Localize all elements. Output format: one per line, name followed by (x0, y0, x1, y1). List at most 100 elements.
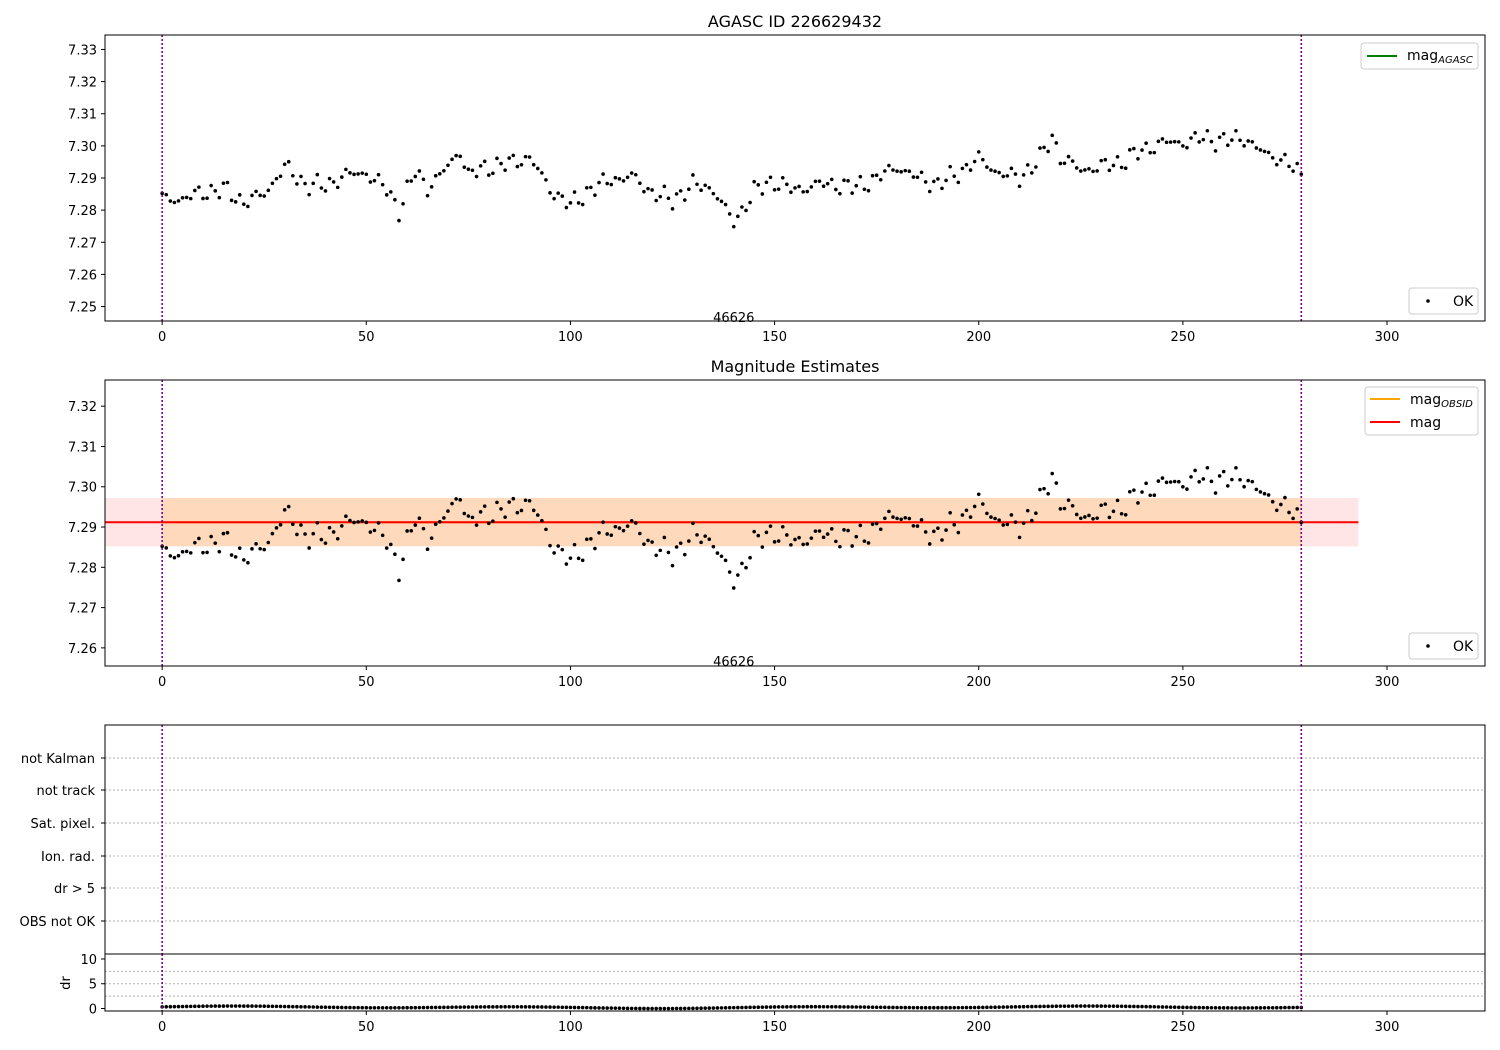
data-point (168, 199, 173, 203)
data-point (1201, 137, 1206, 142)
data-point (331, 180, 336, 184)
data-point (254, 542, 258, 546)
data-point (1242, 484, 1246, 489)
data-point (1025, 508, 1030, 513)
data-point (1074, 1004, 1079, 1008)
data-point (903, 1005, 908, 1010)
data-point (829, 527, 834, 531)
data-point (1299, 520, 1304, 525)
legend-label-ok-2: OK (1453, 639, 1474, 655)
data-point (291, 173, 295, 178)
data-point (1066, 1004, 1071, 1008)
data-point (225, 530, 230, 535)
data-point (515, 510, 520, 515)
flags-panel: not Kalman not track Sat. pixel. Ion. rad. d… (20, 724, 1486, 955)
data-point (846, 528, 850, 533)
data-point (1238, 477, 1242, 482)
legend-marker-ok-2 (1426, 644, 1430, 648)
data-point (397, 578, 401, 583)
data-point (544, 178, 548, 182)
data-point (519, 508, 524, 513)
data-point (1030, 1004, 1034, 1009)
flag-label: not track (36, 784, 95, 799)
data-point (1238, 1006, 1242, 1010)
data-point (1017, 535, 1022, 540)
data-point (327, 176, 332, 181)
data-point (552, 196, 556, 201)
data-point (862, 539, 867, 543)
data-point (838, 1005, 842, 1009)
data-point (989, 1005, 993, 1010)
data-point (172, 1004, 177, 1009)
data-point (1115, 1004, 1120, 1009)
data-point (589, 537, 593, 541)
data-point (682, 552, 687, 557)
data-point (727, 212, 732, 216)
data-point (511, 1004, 516, 1009)
data-point (576, 556, 581, 561)
data-point (1176, 479, 1181, 484)
data-point (976, 1005, 981, 1010)
data-point (282, 1004, 287, 1009)
data-point (1107, 515, 1112, 520)
data-point (858, 523, 863, 528)
data-point (691, 173, 695, 177)
data-point (1087, 1004, 1091, 1008)
data-point (1197, 479, 1202, 484)
data-point (744, 208, 748, 213)
y-tick-label: 7.28 (68, 561, 97, 576)
data-point (188, 1004, 193, 1009)
data-point (270, 1004, 275, 1009)
data-point (801, 1004, 805, 1009)
data-point (932, 529, 936, 534)
data-point (364, 172, 369, 177)
data-point (695, 1006, 699, 1011)
data-point (1274, 162, 1279, 167)
data-point (1046, 1004, 1050, 1009)
data-point (952, 522, 957, 527)
data-point (756, 183, 761, 187)
data-point (621, 179, 626, 183)
agasc-legend-top: magAGASC (1360, 42, 1479, 70)
data-point (568, 1005, 573, 1010)
data-point (801, 190, 805, 194)
data-point (540, 518, 544, 523)
data-point (883, 1005, 887, 1010)
dr-ylabel: dr (59, 976, 74, 990)
data-point (380, 533, 385, 538)
data-point (703, 1006, 707, 1010)
data-point (1197, 140, 1202, 144)
data-point (556, 544, 560, 548)
data-point (1074, 512, 1079, 517)
agasc-axes-frame (104, 34, 1486, 322)
data-point (519, 1005, 524, 1009)
data-point (176, 199, 181, 203)
data-point (209, 1004, 213, 1008)
data-point (658, 1006, 663, 1011)
data-point (535, 1005, 540, 1009)
data-point (981, 1005, 985, 1010)
data-point (923, 1005, 928, 1010)
data-point (972, 159, 977, 164)
data-point (805, 542, 810, 546)
flag-label: OBS not OK (20, 915, 96, 930)
data-point (393, 552, 397, 557)
data-point (1254, 487, 1259, 492)
data-point (1054, 141, 1059, 145)
data-point (674, 1006, 679, 1011)
data-point (409, 1005, 414, 1010)
data-point (474, 174, 479, 179)
data-point (401, 201, 405, 206)
data-point (225, 180, 230, 185)
data-point (1119, 165, 1124, 170)
data-point (736, 573, 740, 577)
data-point (299, 174, 303, 179)
data-point (213, 541, 218, 545)
data-point (1009, 513, 1014, 517)
data-point (699, 188, 703, 193)
data-point (948, 510, 952, 515)
data-point (1291, 516, 1295, 521)
data-point (1160, 476, 1165, 480)
data-point (568, 556, 573, 560)
data-point (535, 166, 540, 171)
